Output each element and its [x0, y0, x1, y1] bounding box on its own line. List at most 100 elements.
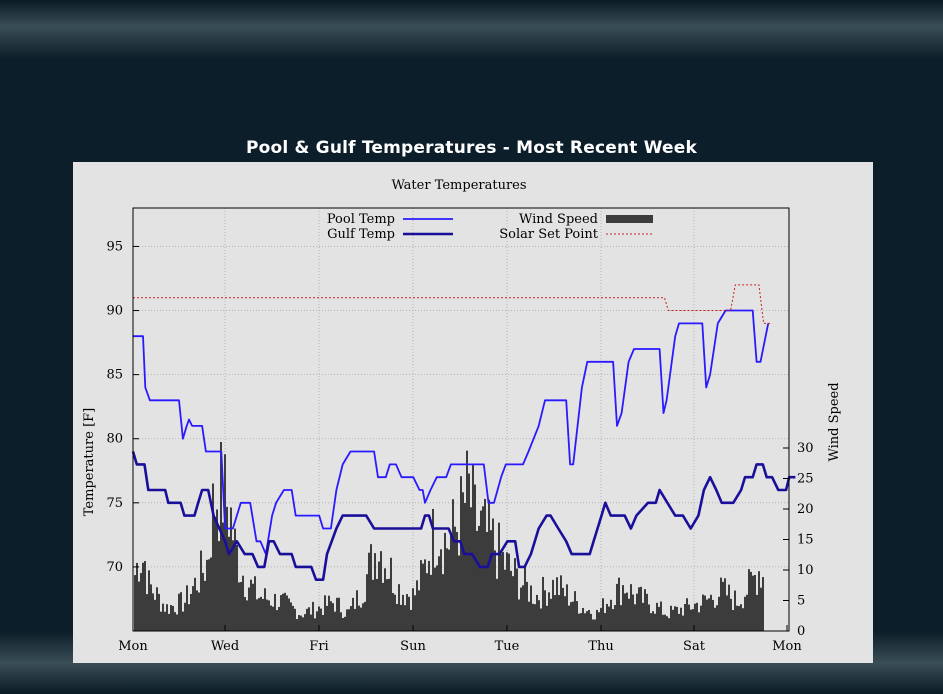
- wind-speed-bar: [646, 593, 648, 631]
- wind-speed-bar: [456, 531, 458, 631]
- wind-speed-bar: [278, 606, 280, 631]
- wind-speed-bar: [572, 601, 574, 631]
- wind-speed-bar: [366, 574, 368, 631]
- wind-speed-bar: [526, 581, 528, 631]
- wind-speed-bar: [478, 525, 480, 631]
- wind-speed-bar: [690, 609, 692, 631]
- wind-speed-bar: [354, 608, 356, 631]
- wind-speed-bar: [200, 550, 202, 631]
- wind-speed-bar: [480, 510, 482, 631]
- wind-speed-bar: [598, 612, 600, 631]
- wind-speed-bar: [370, 544, 372, 631]
- wind-speed-bar: [386, 579, 388, 631]
- wind-speed-bar: [496, 578, 498, 631]
- wind-speed-bar: [446, 548, 448, 631]
- wind-speed-bar: [194, 577, 196, 631]
- wind-speed-bar: [672, 609, 674, 631]
- wind-speed-bar: [336, 597, 338, 631]
- wind-speed-bar: [494, 550, 496, 631]
- wind-speed-bar: [170, 605, 172, 631]
- wind-speed-bar: [650, 613, 652, 631]
- wind-speed-bar: [730, 598, 732, 631]
- y2-tick-label: 10: [797, 563, 814, 578]
- wind-speed-bar: [444, 532, 446, 631]
- wind-speed-bar: [654, 613, 656, 631]
- wind-speed-bar: [230, 507, 232, 631]
- wind-speed-bar: [524, 567, 526, 631]
- wind-speed-bar: [242, 575, 244, 631]
- wind-speed-bar: [648, 604, 650, 631]
- wind-speed-bar: [326, 605, 328, 631]
- wind-speed-bar: [512, 576, 514, 631]
- wind-speed-bar: [588, 610, 590, 631]
- wind-speed-bar: [378, 561, 380, 631]
- wind-speed-bar: [728, 584, 730, 631]
- y2-tick-label: 15: [797, 533, 814, 548]
- wind-speed-bar: [510, 570, 512, 631]
- temperature-chart: Mon Wed Fri Sun Tue Thu Sat Mon 70 75 80 85 90 95 0 5 10…: [82, 178, 842, 654]
- wind-speed-bar: [486, 531, 488, 631]
- wind-speed-bar: [722, 581, 724, 631]
- wind-speed-bar: [380, 551, 382, 631]
- wind-speed-bar: [674, 606, 676, 631]
- wind-speed-bar: [168, 613, 170, 631]
- wind-speed-bar: [704, 595, 706, 631]
- wind-speed-bar: [308, 607, 310, 631]
- wind-speed-bar: [296, 619, 298, 631]
- wind-speed-bar: [298, 615, 300, 631]
- line-layer: [131, 284, 796, 582]
- wind-speed-bar: [382, 582, 384, 631]
- wind-speed-bar: [632, 594, 634, 631]
- wind-speed-bar: [338, 597, 340, 631]
- wind-speed-bar: [666, 616, 668, 631]
- wind-speed-bar: [482, 506, 484, 631]
- x-tick-label: Mon: [772, 639, 802, 654]
- wind-speed-bar: [508, 553, 510, 631]
- y2-axis-label: Wind Speed: [827, 382, 842, 461]
- wind-speed-bar: [350, 606, 352, 631]
- wind-speed-bar: [574, 591, 576, 631]
- wind-speed-bar: [738, 606, 740, 631]
- wind-speed-bar: [708, 598, 710, 631]
- wind-speed-bar: [476, 530, 478, 631]
- wind-speed-bar: [746, 594, 748, 631]
- x-tick-label: Mon: [118, 639, 148, 654]
- wind-speed-bar: [554, 595, 556, 631]
- wind-speed-bar: [596, 609, 598, 631]
- wind-speed-bar: [604, 613, 606, 631]
- wind-speed-bar: [462, 492, 464, 631]
- wind-speed-bar: [310, 614, 312, 631]
- wind-speed-bar: [228, 536, 230, 631]
- wind-speed-bar: [556, 577, 558, 631]
- wind-speed-bar: [758, 571, 760, 631]
- wind-speed-bar: [138, 581, 140, 631]
- wind-speed-bar: [424, 559, 426, 631]
- wind-speed-bar: [436, 565, 438, 631]
- wind-speed-bar: [316, 611, 318, 631]
- wind-speed-bar: [544, 590, 546, 631]
- wind-speed-bar: [240, 581, 242, 631]
- y2-tick-label: 5: [797, 594, 805, 609]
- wind-speed-bar: [188, 604, 190, 631]
- wind-speed-bar: [618, 577, 620, 631]
- wind-speed-bar: [500, 553, 502, 631]
- wind-speed-bar: [152, 593, 154, 631]
- wind-speed-bar: [566, 584, 568, 631]
- wind-speed-bar: [658, 606, 660, 631]
- wind-speed-bar: [136, 562, 138, 631]
- wind-speed-bars: [134, 441, 764, 631]
- wind-speed-bar: [606, 603, 608, 631]
- wind-speed-bar: [546, 605, 548, 631]
- wind-speed-bar: [504, 569, 506, 631]
- wind-speed-bar: [608, 606, 610, 631]
- wind-speed-bar: [716, 605, 718, 631]
- wind-speed-bar: [450, 533, 452, 631]
- wind-speed-bar: [392, 593, 394, 631]
- wind-speed-bar: [516, 568, 518, 631]
- wind-speed-bar: [490, 530, 492, 631]
- wind-speed-bar: [290, 602, 292, 631]
- x-tick-label: Sat: [683, 639, 706, 654]
- wind-speed-bar: [318, 606, 320, 631]
- wind-speed-bar: [448, 549, 450, 631]
